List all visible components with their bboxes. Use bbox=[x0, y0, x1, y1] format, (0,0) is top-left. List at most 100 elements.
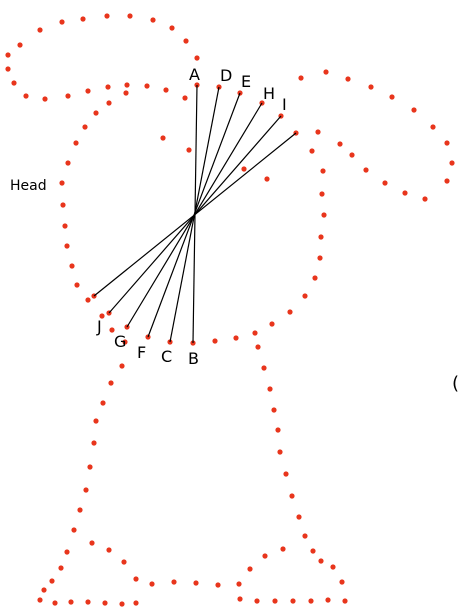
red-dot bbox=[296, 514, 302, 520]
red-dot bbox=[52, 600, 58, 606]
red-dot bbox=[87, 464, 93, 470]
red-dot bbox=[93, 418, 99, 424]
red-dot bbox=[64, 549, 70, 555]
red-dot bbox=[233, 335, 239, 341]
red-dot bbox=[302, 533, 308, 539]
red-dot bbox=[119, 601, 125, 607]
red-dot bbox=[194, 55, 200, 61]
red-dot bbox=[93, 110, 99, 116]
red-dot bbox=[69, 263, 75, 269]
red-dot bbox=[302, 293, 308, 299]
red-dot bbox=[255, 344, 261, 350]
red-dot bbox=[280, 546, 286, 552]
red-dot bbox=[444, 178, 450, 184]
red-dot bbox=[62, 223, 68, 229]
red-dot bbox=[289, 493, 295, 499]
red-dot bbox=[102, 600, 108, 606]
red-dot bbox=[283, 471, 289, 477]
red-dot bbox=[287, 309, 293, 315]
red-dot bbox=[389, 94, 395, 100]
red-dot bbox=[330, 564, 336, 570]
red-dot bbox=[99, 313, 105, 319]
red-dot bbox=[264, 176, 270, 182]
red-dot bbox=[59, 180, 65, 186]
red-dot bbox=[247, 566, 253, 572]
red-dot bbox=[106, 547, 112, 553]
red-dot bbox=[74, 282, 80, 288]
red-dot-outline bbox=[5, 13, 455, 607]
red-dot bbox=[108, 380, 114, 386]
red-dot bbox=[309, 148, 315, 154]
red-dot bbox=[320, 168, 326, 174]
red-dot bbox=[272, 598, 278, 604]
red-dot bbox=[290, 598, 296, 604]
red-dot bbox=[241, 166, 247, 172]
red-dot bbox=[5, 66, 11, 72]
red-dot bbox=[85, 297, 91, 303]
red-dot bbox=[163, 87, 169, 93]
red-dot bbox=[127, 13, 133, 19]
red-dot bbox=[149, 581, 155, 587]
red-dot bbox=[169, 25, 175, 31]
red-dot bbox=[310, 548, 316, 554]
red-dot bbox=[104, 13, 110, 19]
red-dot bbox=[183, 38, 189, 44]
red-dot bbox=[444, 140, 450, 146]
red-dot bbox=[68, 599, 74, 605]
red-dot bbox=[339, 579, 345, 585]
red-dot bbox=[37, 597, 43, 603]
red-dot bbox=[82, 124, 88, 130]
red-dot bbox=[318, 558, 324, 564]
red-dot bbox=[182, 95, 188, 101]
red-dot bbox=[237, 596, 243, 602]
red-dot bbox=[271, 407, 277, 413]
red-dot bbox=[411, 107, 417, 113]
red-dot bbox=[37, 27, 43, 33]
head-label: Head bbox=[10, 178, 47, 194]
red-dot bbox=[150, 17, 156, 23]
red-dot bbox=[317, 255, 323, 261]
red-dot bbox=[73, 140, 79, 146]
red-dot bbox=[105, 84, 111, 90]
red-dot bbox=[252, 330, 258, 336]
red-dot bbox=[71, 527, 77, 533]
red-dot bbox=[65, 160, 71, 166]
red-dot bbox=[42, 96, 48, 102]
red-dot bbox=[23, 93, 29, 99]
red-dot bbox=[262, 553, 268, 559]
red-dot bbox=[160, 135, 166, 141]
red-dot bbox=[261, 365, 267, 371]
cut-off-label: ( bbox=[452, 373, 459, 394]
red-dot bbox=[193, 580, 199, 586]
red-dot bbox=[368, 84, 374, 90]
red-dot bbox=[363, 167, 369, 173]
red-dot bbox=[269, 321, 275, 327]
red-dot bbox=[298, 75, 304, 81]
red-dot bbox=[133, 576, 139, 582]
red-dot bbox=[122, 339, 128, 345]
red-dot bbox=[17, 42, 23, 48]
red-dot bbox=[121, 559, 127, 565]
red-dot bbox=[83, 487, 89, 493]
red-dot bbox=[430, 124, 436, 130]
red-dot bbox=[422, 196, 428, 202]
red-dot bbox=[144, 83, 150, 89]
red-dot bbox=[321, 212, 327, 218]
red-dot bbox=[215, 582, 221, 588]
red-dot bbox=[267, 386, 273, 392]
ray-extra bbox=[93, 132, 297, 297]
point-label-d: D bbox=[220, 66, 232, 85]
red-dot bbox=[89, 540, 95, 546]
red-dot bbox=[275, 427, 281, 433]
red-dot bbox=[109, 327, 115, 333]
red-dot bbox=[349, 152, 355, 158]
red-dot bbox=[449, 160, 455, 166]
red-dot bbox=[382, 180, 388, 186]
red-dot bbox=[277, 449, 283, 455]
red-dot bbox=[124, 82, 130, 88]
red-dot bbox=[91, 440, 97, 446]
red-dot bbox=[254, 598, 260, 604]
red-dot bbox=[119, 363, 125, 369]
red-dot bbox=[337, 141, 343, 147]
